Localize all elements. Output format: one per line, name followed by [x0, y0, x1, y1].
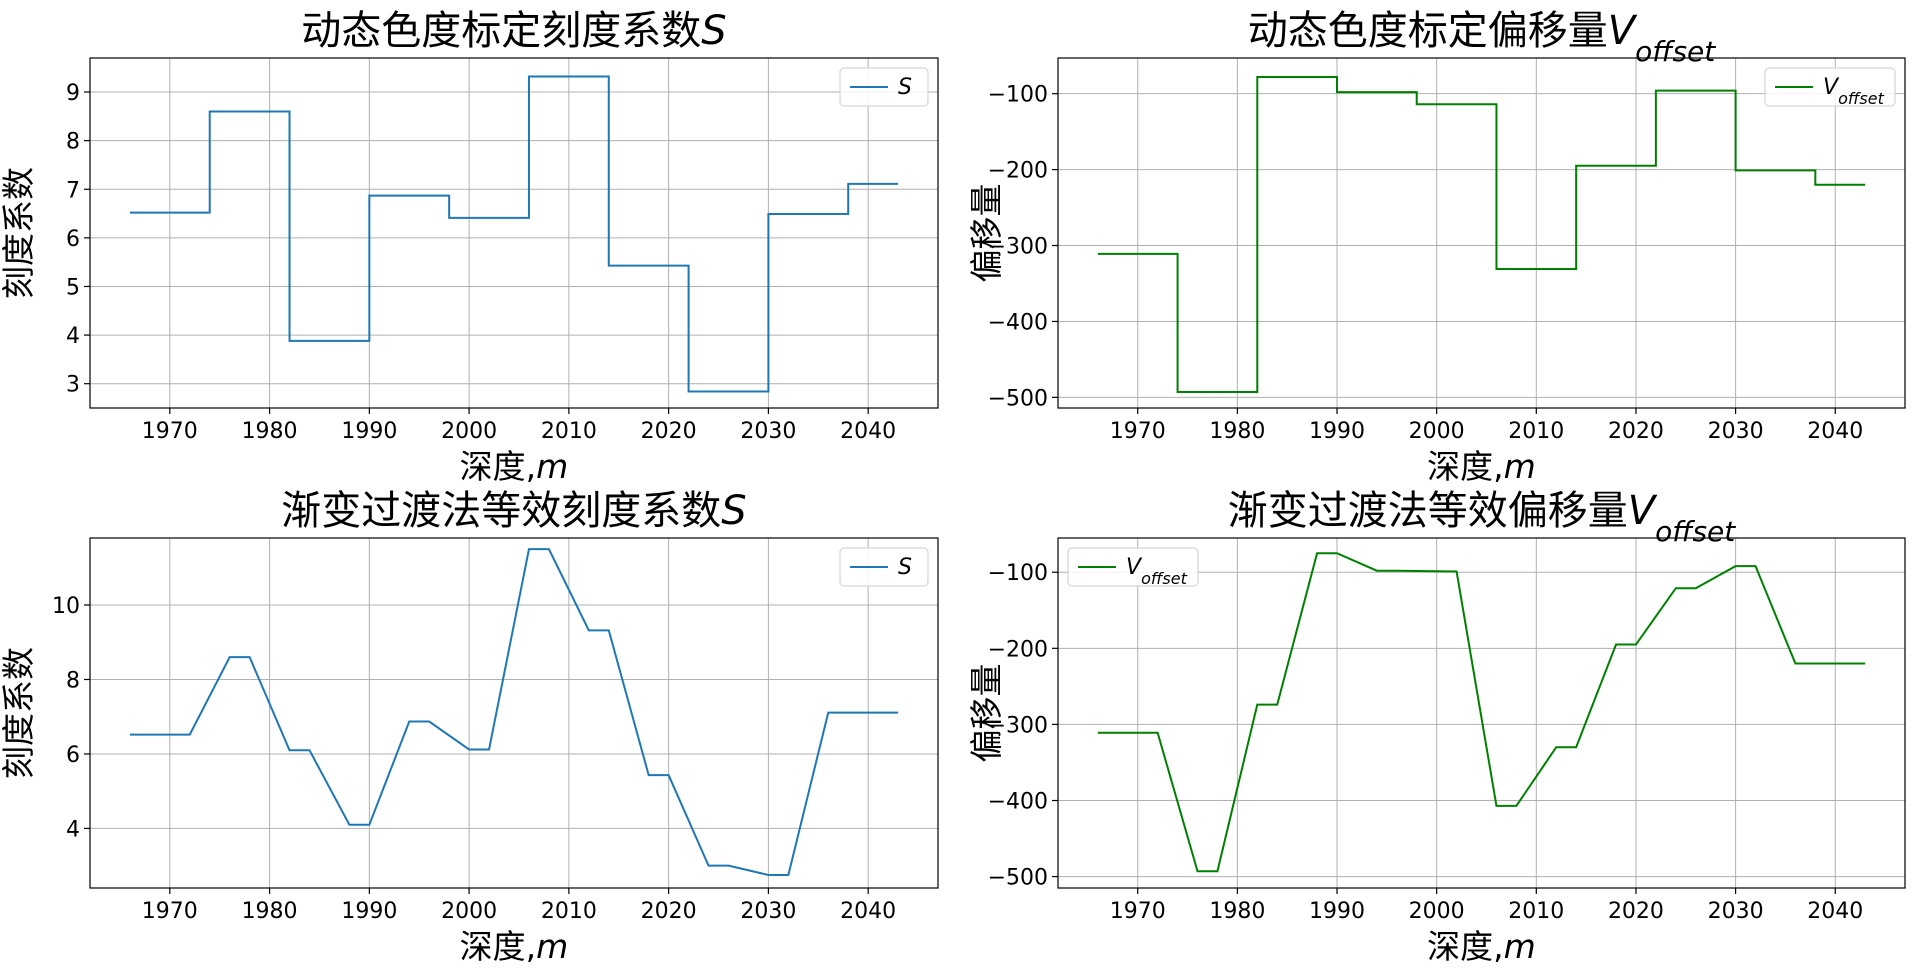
x-tick-label: 2030: [1708, 419, 1764, 444]
chart-title: 渐变过渡法等效刻度系数S: [281, 488, 746, 534]
x-tick-label: 2040: [1807, 419, 1863, 444]
x-tick-label: 1990: [1309, 419, 1365, 444]
legend: S: [839, 547, 929, 587]
y-tick-label: 4: [66, 817, 80, 842]
x-tick-label: 1980: [1209, 419, 1265, 444]
legend-box: [1067, 547, 1199, 587]
y-tick-label: −300: [988, 235, 1048, 260]
x-axis-label: 深度,m: [1427, 447, 1536, 486]
y-tick-label: −200: [988, 159, 1048, 184]
x-tick-label: 2030: [1708, 899, 1764, 924]
x-tick-label: 2010: [1508, 419, 1564, 444]
axes-frame: [1057, 537, 1906, 889]
y-tick-label: 6: [66, 743, 80, 768]
y-axis-label: 刻度系数: [0, 647, 38, 779]
y-axis-label: 刻度系数: [0, 167, 38, 299]
series-line-S: [129, 75, 899, 393]
axes-frame: [1057, 57, 1906, 409]
x-tick-label: 2020: [641, 899, 697, 924]
y-tick-label: 5: [66, 275, 80, 300]
y-tick-label: 10: [52, 594, 80, 619]
y-tick-label: −100: [988, 561, 1048, 586]
chart-title: 动态色度标定刻度系数S: [301, 8, 726, 54]
x-tick-label: 1970: [142, 899, 198, 924]
x-tick-label: 2040: [840, 419, 896, 444]
x-tick-label: 2010: [1508, 899, 1564, 924]
y-tick-label: −100: [988, 83, 1048, 108]
series-line-S: [129, 548, 899, 876]
y-tick-label: 9: [66, 81, 80, 106]
legend-label: Voffset: [1823, 75, 1885, 108]
y-tick-label: −200: [988, 637, 1048, 662]
x-tick-label: 2040: [1807, 899, 1863, 924]
grid: [90, 58, 938, 408]
y-tick-label: −300: [988, 713, 1048, 738]
y-tick-label: −500: [988, 386, 1048, 411]
y-tick-label: −400: [988, 310, 1048, 335]
x-tick-label: 2040: [840, 899, 896, 924]
x-tick-label: 2020: [1608, 899, 1664, 924]
grid: [90, 538, 938, 888]
legend-label: Voffset: [1126, 555, 1188, 588]
series-line-V: [1097, 552, 1866, 873]
y-axis-label: 偏移量: [967, 184, 1006, 283]
axes-frame: [89, 537, 939, 889]
y-tick-label: 6: [66, 227, 80, 252]
x-tick-label: 1970: [1110, 899, 1166, 924]
grid: [1058, 538, 1905, 888]
x-axis-label: 深度,m: [460, 447, 569, 486]
y-axis-label: 偏移量: [967, 664, 1006, 763]
x-tick-label: 1980: [242, 419, 298, 444]
x-tick-label: 2020: [1608, 419, 1664, 444]
x-tick-label: 2000: [1409, 899, 1465, 924]
x-tick-label: 2010: [541, 899, 597, 924]
y-tick-label: −500: [988, 866, 1048, 891]
chart-title: 动态色度标定偏移量Voffset: [1248, 8, 1717, 68]
x-tick-label: 2000: [1409, 419, 1465, 444]
chart-gradient-scale-coefficient: 1970 1980 1990 2000 2010 2020 2030 2040 4 6 8 10 渐变过…: [0, 488, 939, 966]
x-axis-label: 深度,m: [460, 927, 569, 966]
legend: S: [839, 67, 929, 107]
x-tick-label: 2030: [740, 419, 796, 444]
chart-gradient-offset: 1970 1980 1990 2000 2010 2020 2030 2040 −500 −400…: [967, 488, 1906, 966]
legend-label: S: [898, 75, 912, 100]
y-tick-label: 3: [66, 373, 80, 398]
legend: Voffset: [1067, 547, 1199, 588]
x-tick-label: 1980: [1209, 899, 1265, 924]
x-tick-label: 2020: [641, 419, 697, 444]
x-tick-label: 1970: [142, 419, 198, 444]
x-tick-label: 2000: [441, 419, 497, 444]
x-tick-label: 1980: [242, 899, 298, 924]
y-tick-label: −400: [988, 790, 1048, 815]
axes-frame: [89, 57, 939, 409]
y-tick-label: 8: [66, 130, 80, 155]
legend: Voffset: [1764, 67, 1896, 108]
y-tick-label: 4: [66, 324, 80, 349]
x-axis-label: 深度,m: [1427, 927, 1536, 966]
legend-label: S: [898, 555, 912, 580]
x-tick-label: 1990: [341, 419, 397, 444]
chart-dynamic-offset: 1970 1980 1990 2000 2010 2020 2030 2040 −500 −400…: [967, 8, 1906, 486]
x-tick-label: 2030: [740, 899, 796, 924]
grid: [1058, 58, 1905, 408]
legend-box: [1764, 67, 1896, 107]
x-tick-label: 1970: [1110, 419, 1166, 444]
x-tick-label: 2000: [441, 899, 497, 924]
y-tick-label: 8: [66, 668, 80, 693]
x-tick-label: 1990: [341, 899, 397, 924]
series-line-V: [1097, 75, 1866, 394]
chart-dynamic-scale-coefficient: 1970 1980 1990 2000 2010 2020 2030 2040 3 4 5 6 7 8 9 动…: [0, 8, 939, 486]
x-tick-label: 1990: [1309, 899, 1365, 924]
x-tick-label: 2010: [541, 419, 597, 444]
chart-title: 渐变过渡法等效偏移量Voffset: [1228, 488, 1737, 548]
y-tick-label: 7: [66, 178, 80, 203]
